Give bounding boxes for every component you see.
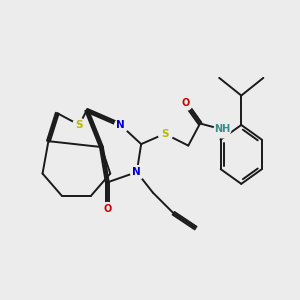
Text: S: S	[161, 129, 169, 139]
Text: O: O	[103, 204, 111, 214]
Text: NH: NH	[214, 124, 230, 134]
Text: O: O	[181, 98, 190, 108]
Text: N: N	[116, 120, 125, 130]
Text: S: S	[76, 120, 83, 130]
Text: N: N	[132, 167, 141, 177]
